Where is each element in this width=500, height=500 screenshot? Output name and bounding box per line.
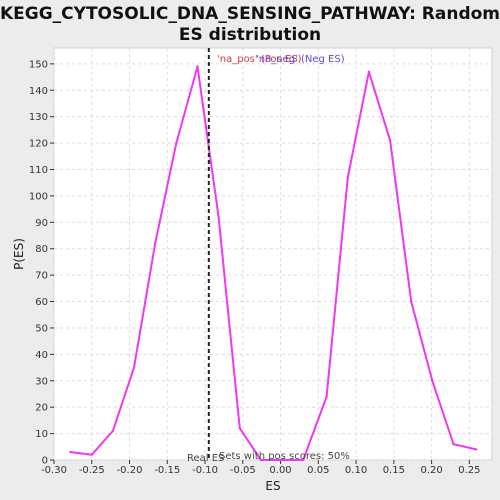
y-tick-label: 80: [35, 244, 48, 255]
chart-title-line2: ES distribution: [179, 25, 321, 45]
es-distribution-line: [70, 66, 477, 461]
y-tick-label: 70: [35, 271, 48, 282]
x-tick-label: 0.05: [307, 465, 329, 476]
grid-lines: [53, 48, 492, 461]
x-axis-ticks: -0.30 -0.25 -0.20 -0.15 -0.10 -0.05 0.00 0.05 0.…: [41, 460, 480, 476]
chart-title-line1: KEGG_CYTOSOLIC_DNA_SENSING_PATHWAY: Rand…: [0, 4, 500, 24]
y-tick-label: 0: [42, 456, 48, 467]
x-tick-label: -0.10: [192, 465, 218, 476]
y-tick-label: 30: [35, 376, 48, 387]
y-tick-label: 130: [29, 112, 48, 123]
data-point: [325, 395, 328, 398]
y-tick-label: 140: [29, 86, 48, 97]
data-point: [90, 453, 93, 456]
x-tick-label: -0.05: [230, 465, 256, 476]
x-axis-label: ES: [265, 479, 280, 493]
plot-area: [53, 47, 493, 461]
data-point: [280, 458, 284, 462]
data-point: [388, 139, 392, 142]
y-tick-label: 120: [29, 139, 48, 150]
data-point: [175, 141, 178, 145]
y-tick-label: 100: [29, 191, 48, 202]
y-tick-label: 50: [35, 323, 48, 334]
na-neg-annotation: 'na_neg' (Neg ES): [256, 54, 345, 65]
data-point: [132, 366, 136, 369]
y-tick-label: 40: [35, 350, 48, 361]
data-point: [367, 70, 371, 73]
sets-pos-scores-annotation: Sets with pos scores: 50%: [219, 451, 350, 462]
data-point: [217, 215, 220, 219]
data-point: [346, 176, 349, 179]
x-tick-label: 0.00: [269, 465, 291, 476]
data-point: [153, 242, 157, 245]
y-tick-label: 60: [35, 297, 48, 308]
y-tick-label: 110: [29, 165, 48, 176]
y-tick-label: 90: [35, 218, 48, 229]
data-point: [474, 448, 478, 451]
data-point: [111, 429, 115, 433]
y-axis-ticks: 0 10 20 30 40 50 60 70 80 90 100 110 120 130 140 150: [29, 59, 54, 467]
data-point: [302, 458, 305, 462]
y-axis-label: P(ES): [12, 238, 26, 270]
series-points: [69, 65, 478, 462]
data-point: [452, 442, 455, 446]
data-point: [238, 427, 241, 430]
x-tick-label: -0.15: [154, 465, 180, 476]
data-point: [431, 379, 434, 382]
x-tick-label: -0.30: [41, 465, 67, 476]
y-tick-label: 150: [29, 59, 48, 70]
x-tick-label: -0.20: [117, 465, 143, 476]
x-tick-label: -0.25: [79, 465, 105, 476]
data-point: [259, 458, 263, 462]
x-tick-label: 0.20: [420, 465, 442, 476]
data-point: [196, 65, 199, 68]
data-point: [409, 300, 413, 303]
na-pos-annotation: 'na_pos' (Pos ES): [217, 54, 302, 65]
data-point: [69, 450, 72, 454]
x-tick-label: 0.10: [345, 465, 367, 476]
x-tick-label: 0.25: [458, 465, 480, 476]
real-es-label: Real ES: [187, 453, 224, 464]
y-tick-label: 20: [35, 403, 48, 414]
x-tick-label: 0.15: [383, 465, 405, 476]
y-tick-label: 10: [35, 429, 48, 440]
